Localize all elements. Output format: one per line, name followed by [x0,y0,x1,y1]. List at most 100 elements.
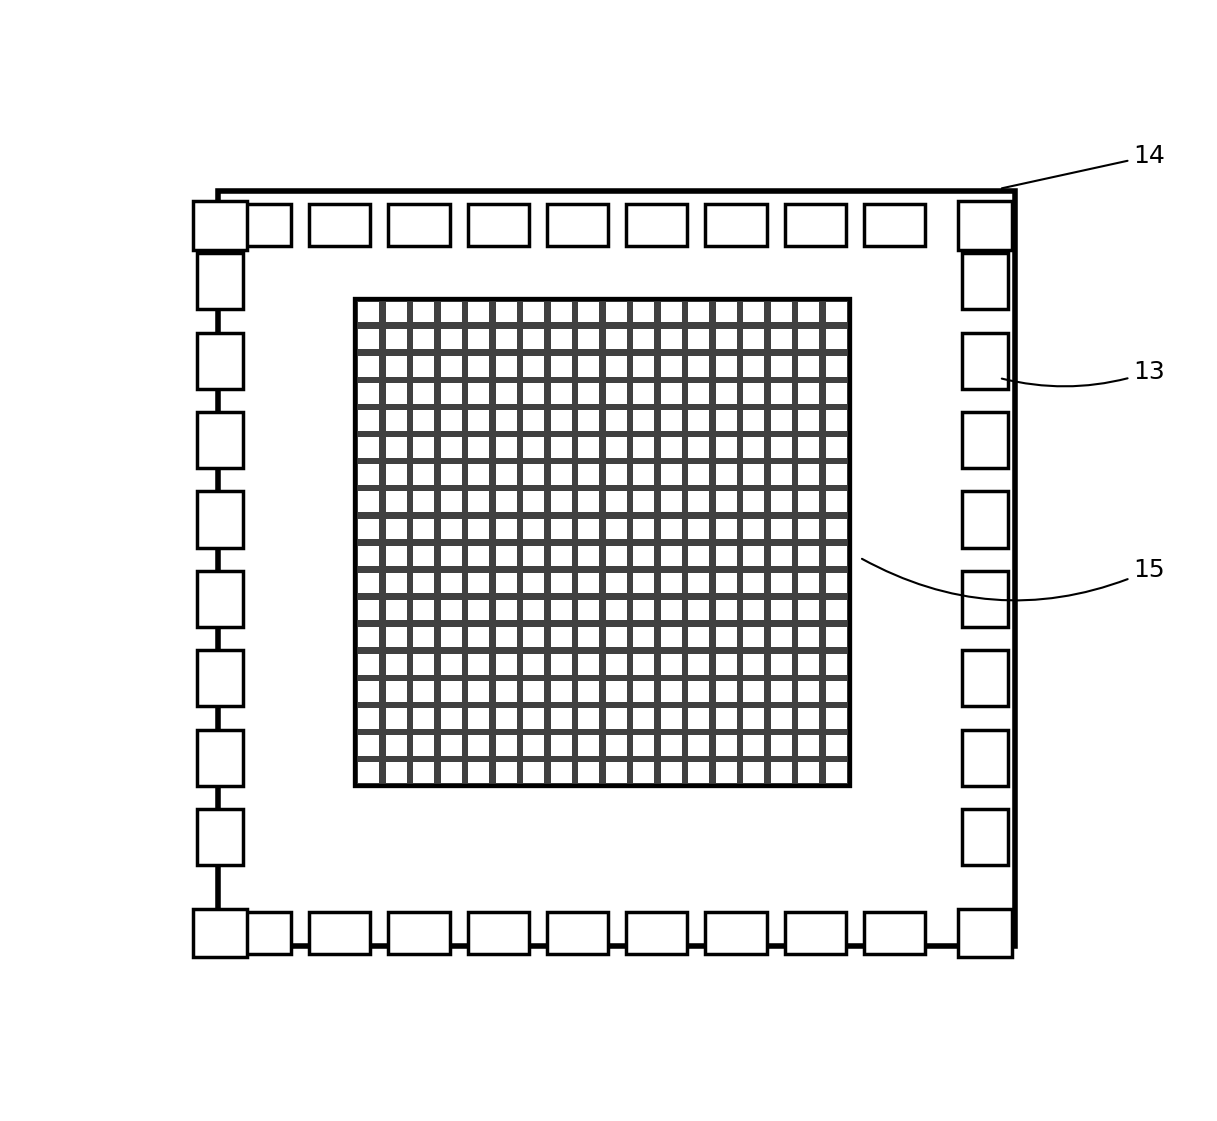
Bar [661,708,682,729]
Bar [826,546,847,566]
Bar [578,627,599,648]
Bar [716,735,736,756]
Bar [495,762,517,782]
Bar [230,912,291,954]
Bar [469,600,489,620]
Bar [689,682,710,702]
Bar [744,302,764,323]
Bar [495,682,517,702]
Bar [414,708,434,729]
Bar [578,546,599,566]
Bar [551,437,572,457]
Bar [414,682,434,702]
Bar [661,437,682,457]
Bar [716,302,736,323]
Bar [441,546,461,566]
Bar [689,410,710,430]
Bar [197,491,242,547]
Bar [551,464,572,485]
Bar [633,383,655,404]
Bar [414,328,434,350]
Bar [716,437,736,457]
Bar [495,410,517,430]
Bar [689,708,710,729]
Bar [770,573,792,593]
Bar [495,546,517,566]
Bar [744,383,764,404]
Bar [661,302,682,323]
Bar [633,735,655,756]
Bar [578,708,599,729]
Bar [469,682,489,702]
Bar [716,410,736,430]
Bar [689,356,710,377]
Bar [386,356,406,377]
Bar [386,328,406,350]
Bar [197,253,242,309]
Bar [551,302,572,323]
Bar [546,204,608,245]
Bar [770,356,792,377]
Bar [441,464,461,485]
Bar [770,328,792,350]
Bar [798,546,819,566]
Bar [386,735,406,756]
Bar [358,627,380,648]
Bar [689,546,710,566]
Bar [770,464,792,485]
Bar [689,735,710,756]
Bar [606,328,627,350]
Bar [441,491,461,512]
Bar [551,627,572,648]
Bar [523,708,544,729]
Bar [469,573,489,593]
Bar [386,627,406,648]
Bar [689,437,710,457]
Bar [689,383,710,404]
Bar [469,627,489,648]
Bar [546,912,608,954]
Bar [716,682,736,702]
Bar [826,654,847,675]
Bar [963,571,1008,627]
Bar [633,573,655,593]
Bar [386,410,406,430]
Bar [358,437,380,457]
Bar [606,735,627,756]
Bar [606,573,627,593]
Bar [606,762,627,782]
Bar [414,627,434,648]
Bar [716,762,736,782]
Bar [551,600,572,620]
Bar [706,204,767,245]
Bar [716,328,736,350]
Bar [633,682,655,702]
Bar [798,410,819,430]
Bar [606,654,627,675]
Bar [358,410,380,430]
Bar [770,410,792,430]
Bar [358,682,380,702]
Bar [358,491,380,512]
Bar [358,762,380,782]
Bar [523,546,544,566]
Bar [523,762,544,782]
Bar [716,627,736,648]
Bar [770,546,792,566]
Bar [358,302,380,323]
Bar [716,573,736,593]
Bar [633,302,655,323]
Bar [770,519,792,539]
Bar [441,356,461,377]
Bar [661,410,682,430]
Bar [197,809,242,865]
Bar [355,298,849,786]
Bar [826,302,847,323]
Bar [963,413,1008,469]
Bar [826,491,847,512]
Bar [358,464,380,485]
Bar [798,302,819,323]
Bar [551,708,572,729]
Bar [633,356,655,377]
Bar [798,519,819,539]
